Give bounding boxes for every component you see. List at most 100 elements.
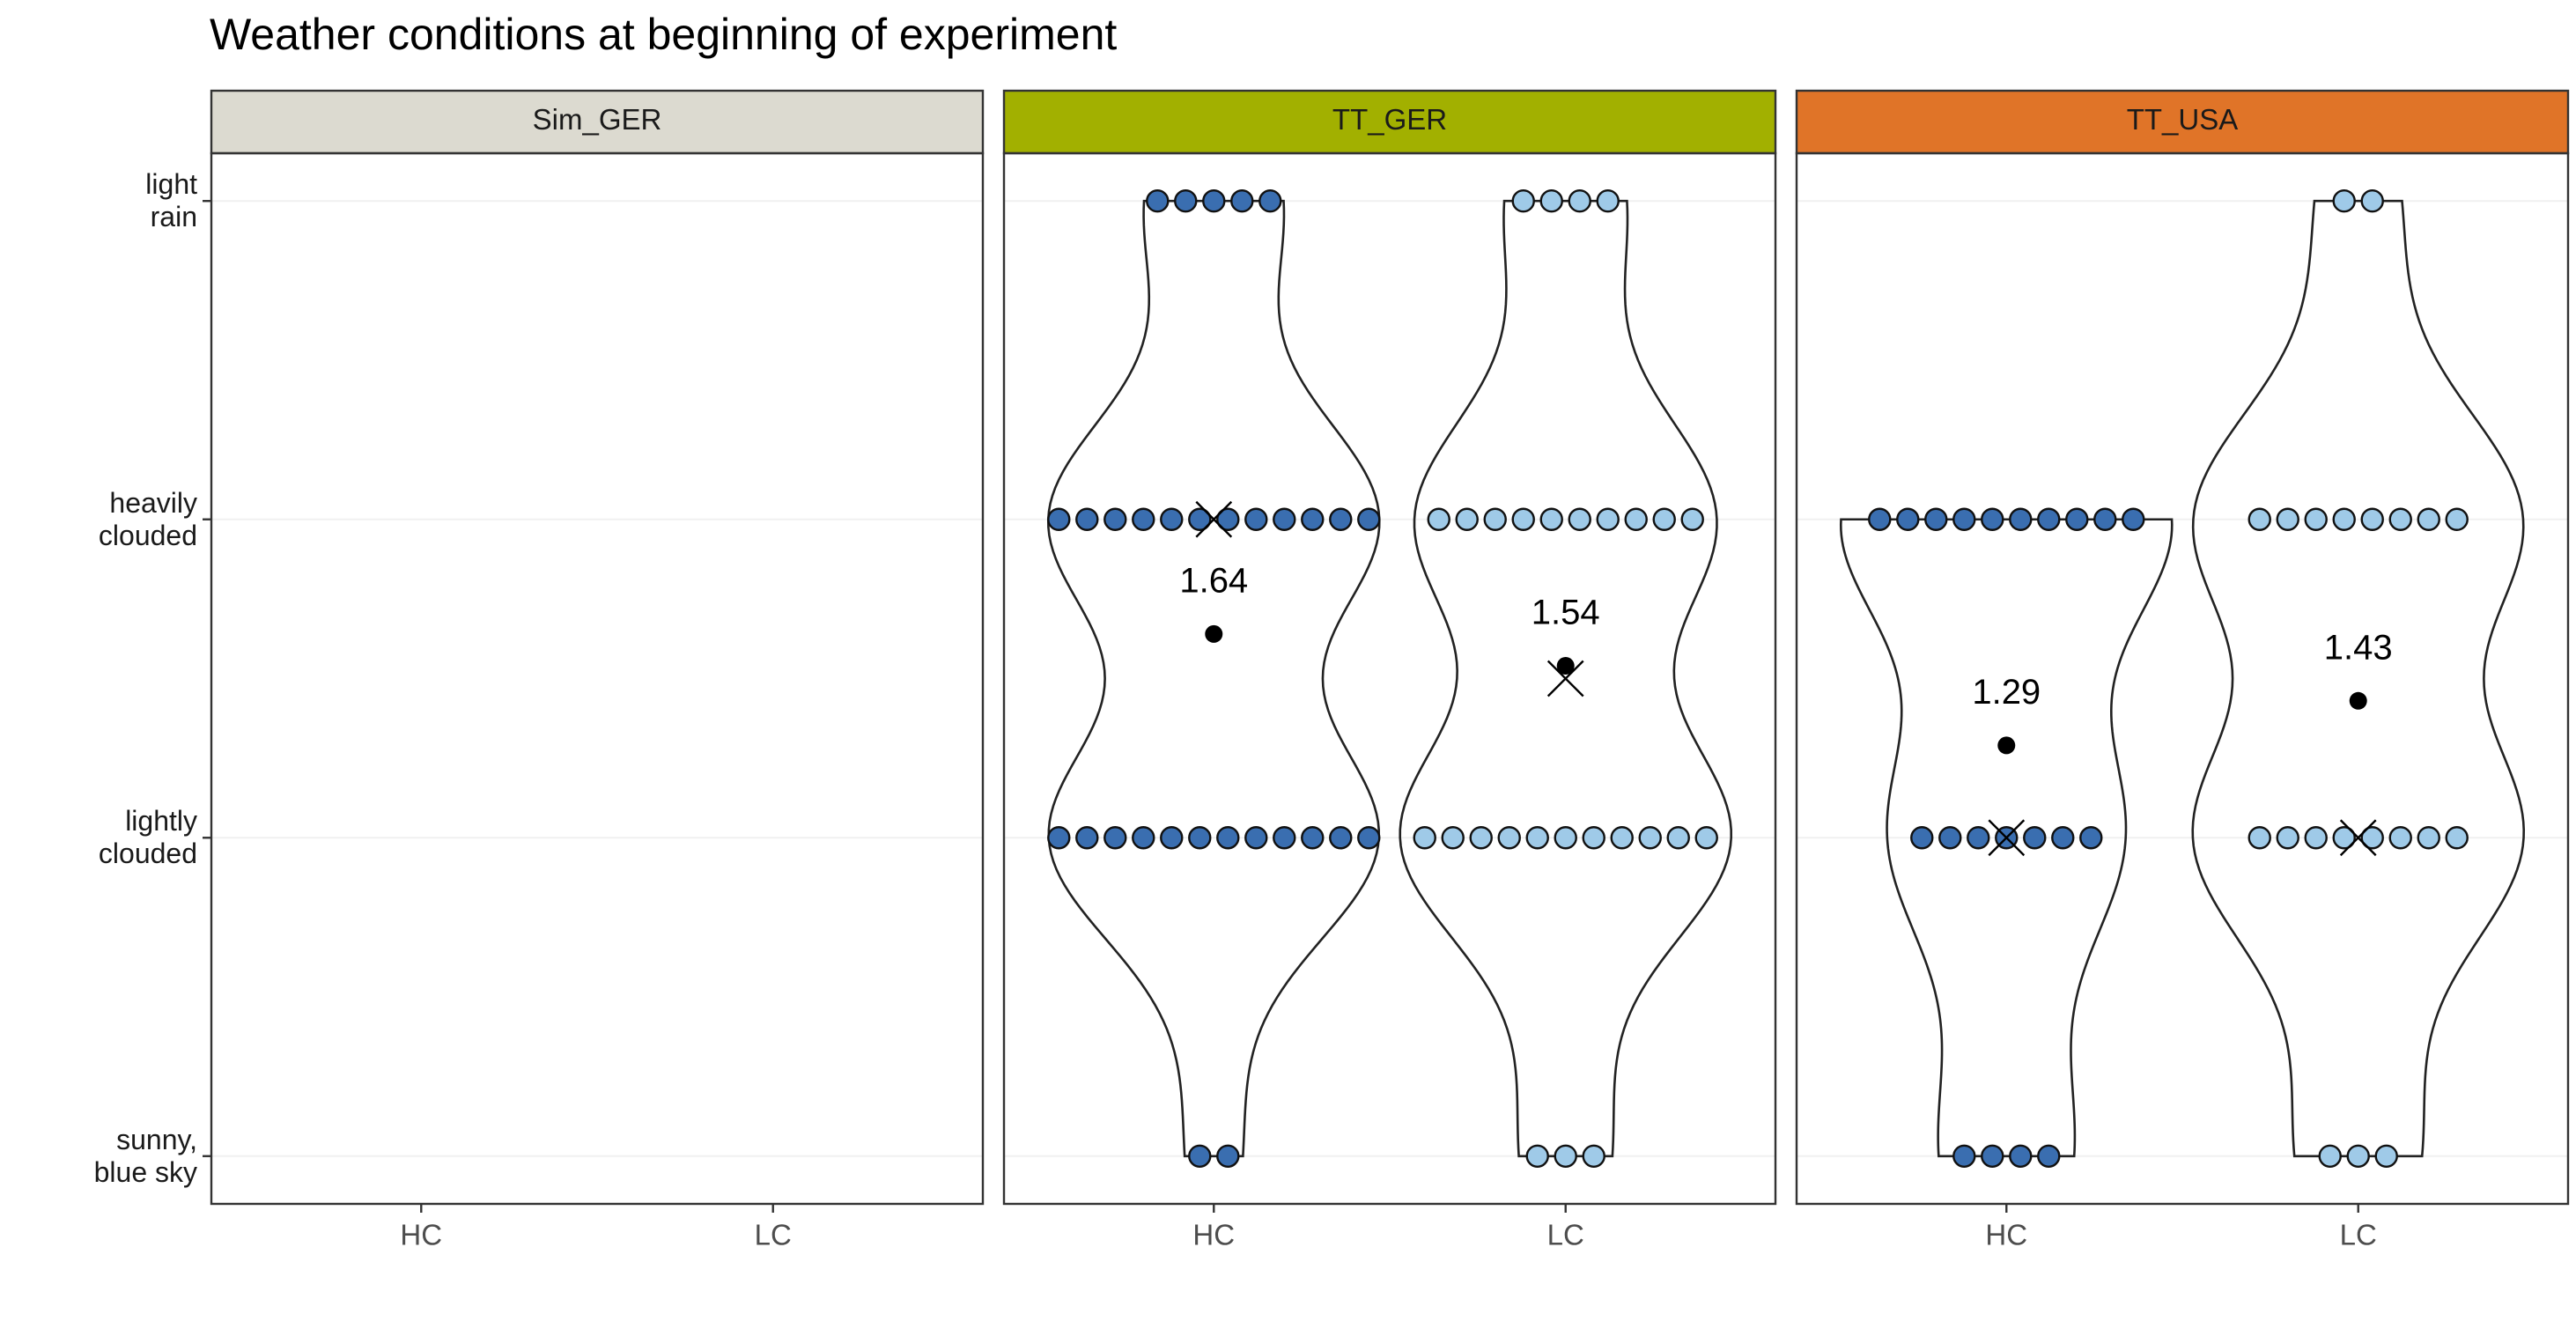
dot: [2304, 507, 2328, 531]
dot: [1896, 507, 1920, 531]
dot: [1216, 507, 1240, 531]
dot: [1103, 826, 1127, 850]
median-cross: [1195, 500, 1233, 538]
dot: [1329, 826, 1353, 850]
x-tick-label: HC: [1985, 1219, 2027, 1251]
dot: [1981, 1144, 2004, 1168]
dot: [2122, 507, 2145, 531]
dot: [2346, 1144, 2370, 1168]
dot: [1568, 189, 1591, 213]
dot: [1188, 826, 1212, 850]
dot: [1413, 826, 1436, 850]
mean-label: 1.29: [1972, 673, 2041, 712]
dot: [1525, 1144, 1549, 1168]
violin: [1046, 199, 1381, 1158]
dot: [1638, 826, 1662, 850]
dot: [1868, 507, 1892, 531]
dot: [1952, 1144, 1976, 1168]
mean-dot: [1997, 736, 2016, 755]
dot: [1188, 1144, 1212, 1168]
y-tick-label: lightly clouded: [98, 805, 197, 870]
mean-dot: [2349, 691, 2367, 710]
x-tick-label: HC: [400, 1219, 442, 1251]
dot: [2332, 189, 2356, 213]
dot: [1258, 189, 1282, 213]
y-tick-label: sunny, blue sky: [93, 1123, 197, 1188]
dot: [1075, 507, 1099, 531]
violin: [2191, 199, 2526, 1158]
dot: [2445, 826, 2469, 850]
dot: [2065, 507, 2089, 531]
dot: [1525, 826, 1549, 850]
dot: [1554, 826, 1577, 850]
dot: [1652, 507, 1676, 531]
dot: [2374, 1144, 2398, 1168]
dot: [2332, 507, 2356, 531]
dot: [2009, 507, 2033, 531]
dot: [1539, 507, 1563, 531]
dot: [2276, 826, 2299, 850]
dot: [1160, 507, 1184, 531]
dot: [1075, 826, 1099, 850]
dot: [1047, 826, 1071, 850]
panel-border: [1002, 151, 1777, 1206]
dot: [2318, 1144, 2342, 1168]
dot: [2248, 507, 2271, 531]
dot: [1624, 507, 1648, 531]
dot: [2388, 826, 2412, 850]
dot: [1216, 826, 1240, 850]
dot: [1910, 826, 1934, 850]
dot: [1924, 507, 1948, 531]
x-tick-label: LC: [1547, 1219, 1584, 1251]
dot: [1582, 826, 1605, 850]
mean-dot: [1556, 657, 1575, 675]
strip: [1795, 89, 2570, 155]
violin: [1399, 199, 1733, 1158]
dot: [1216, 1144, 1240, 1168]
dot: [1357, 826, 1381, 850]
dot: [1694, 826, 1718, 850]
panel-border: [210, 151, 985, 1206]
panel-border: [1795, 151, 2570, 1206]
median-cross: [2339, 819, 2377, 857]
dot: [1952, 507, 1976, 531]
dot: [1596, 507, 1620, 531]
dot: [1244, 826, 1268, 850]
dot: [1582, 1144, 1605, 1168]
dot: [1469, 826, 1493, 850]
dot: [2417, 826, 2440, 850]
dot: [1981, 507, 2004, 531]
dot: [1967, 826, 1990, 850]
dot: [1441, 826, 1465, 850]
strip-label: TT_USA: [2127, 103, 2239, 136]
dot: [2360, 507, 2384, 531]
dot: [2009, 1144, 2033, 1168]
dot: [1497, 826, 1521, 850]
dot: [1230, 189, 1254, 213]
dot: [1511, 189, 1535, 213]
y-tick-label: light rain: [145, 168, 197, 233]
strip-label: Sim_GER: [533, 103, 662, 136]
dot: [1427, 507, 1450, 531]
dot: [1568, 507, 1591, 531]
dot: [1273, 507, 1296, 531]
dot: [1244, 507, 1268, 531]
dot: [2332, 826, 2356, 850]
dot: [1610, 826, 1634, 850]
dot: [1539, 189, 1563, 213]
dot: [1202, 189, 1226, 213]
dot: [2445, 507, 2469, 531]
dot: [2093, 507, 2117, 531]
dot: [1554, 1144, 1577, 1168]
dot: [1273, 826, 1296, 850]
mean-label: 1.43: [2324, 628, 2393, 667]
dot: [1329, 507, 1353, 531]
dot: [2023, 826, 2047, 850]
dot: [1146, 189, 1170, 213]
dot: [1160, 826, 1184, 850]
mean-label: 1.54: [1532, 594, 1600, 632]
dot: [2304, 826, 2328, 850]
x-tick-label: LC: [2340, 1219, 2377, 1251]
median-cross: [1546, 660, 1584, 697]
